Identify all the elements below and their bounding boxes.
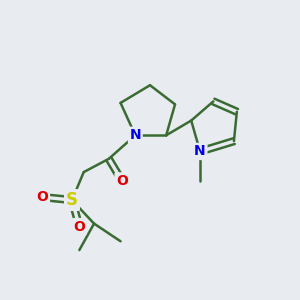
Text: N: N [194,145,206,158]
Text: S: S [66,191,78,209]
Text: O: O [37,190,49,204]
Text: O: O [74,220,85,234]
Text: O: O [116,174,128,188]
Text: N: N [130,128,141,142]
